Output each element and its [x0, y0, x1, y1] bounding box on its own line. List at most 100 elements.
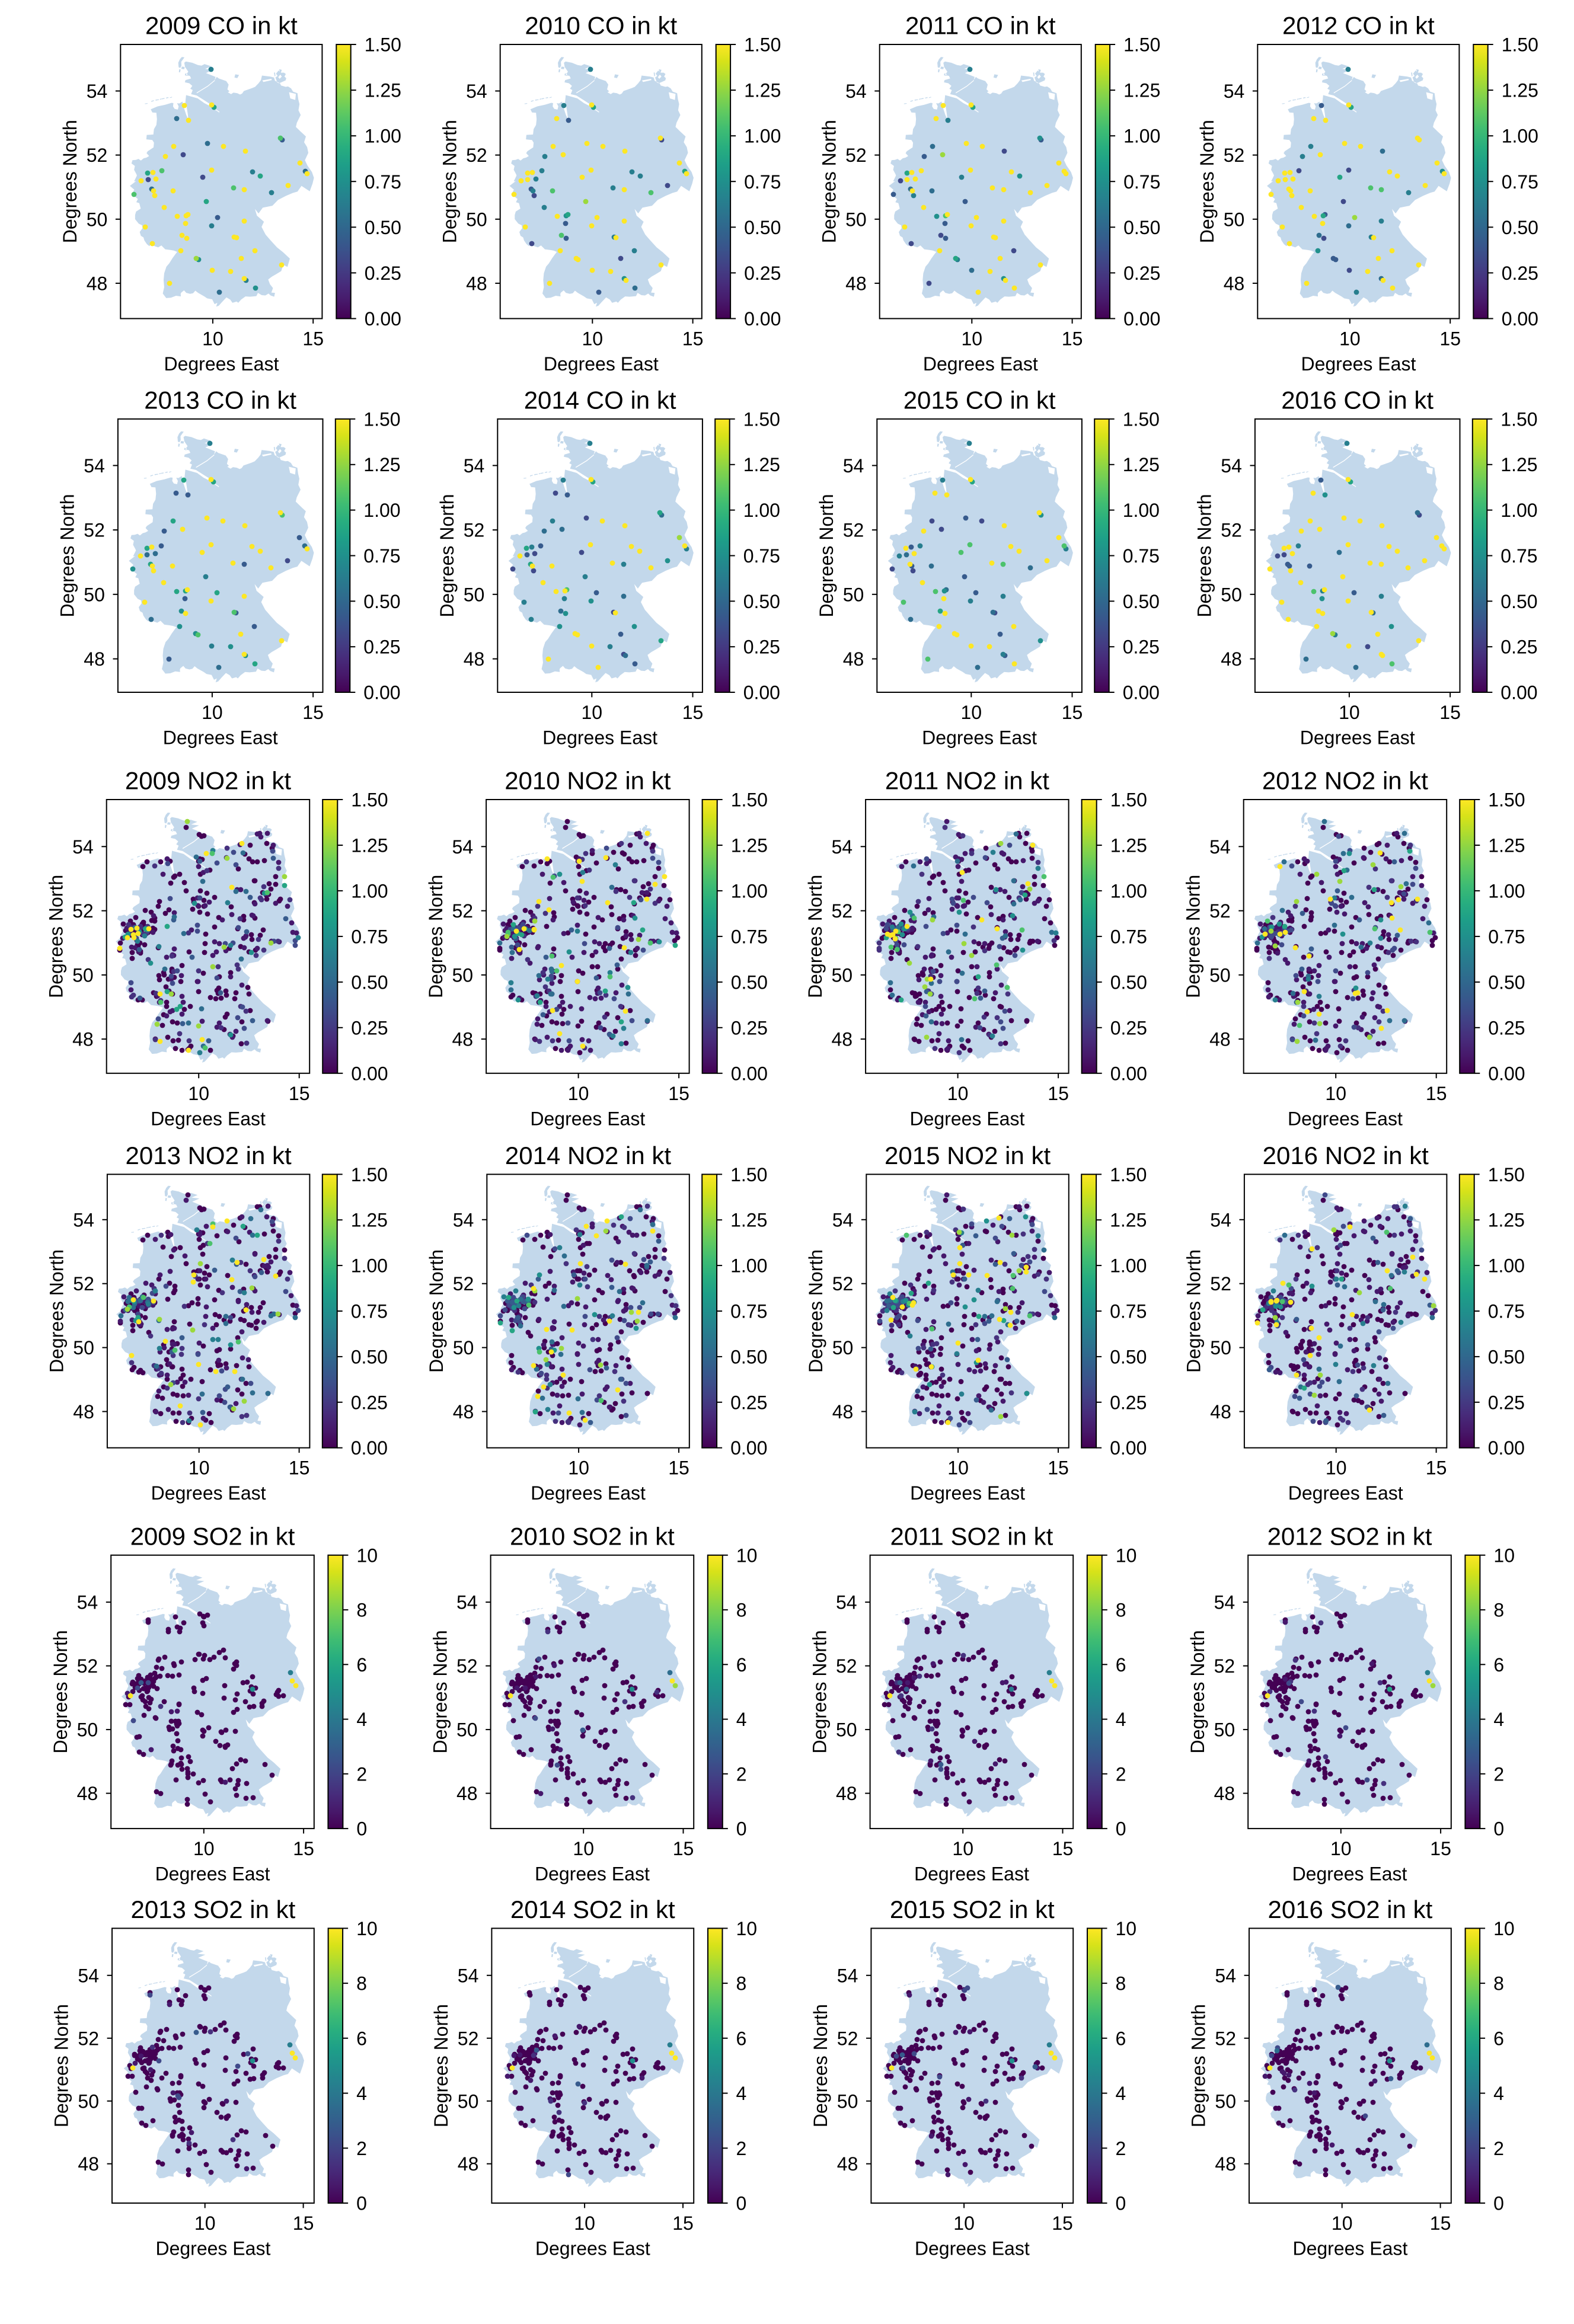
svg-text:Degrees East: Degrees East — [909, 1108, 1024, 1129]
svg-text:2009 NO2 in kt: 2009 NO2 in kt — [125, 767, 291, 795]
svg-text:0.75: 0.75 — [743, 545, 780, 567]
svg-text:15: 15 — [668, 1083, 689, 1104]
svg-text:52: 52 — [452, 900, 474, 922]
svg-text:1.00: 1.00 — [1123, 500, 1160, 521]
svg-text:54: 54 — [453, 1209, 474, 1230]
svg-text:Degrees North: Degrees North — [818, 120, 839, 243]
svg-text:0.75: 0.75 — [1500, 545, 1537, 567]
svg-text:Degrees North: Degrees North — [1182, 875, 1203, 998]
svg-text:0.25: 0.25 — [730, 1392, 767, 1413]
svg-text:15: 15 — [302, 702, 324, 723]
svg-text:1.50: 1.50 — [351, 789, 388, 811]
svg-text:1.50: 1.50 — [1500, 408, 1537, 430]
svg-text:Degrees North: Degrees North — [425, 875, 446, 998]
svg-text:1.25: 1.25 — [1500, 454, 1537, 475]
svg-text:0.75: 0.75 — [351, 926, 388, 947]
svg-text:0.25: 0.25 — [351, 1017, 388, 1038]
svg-text:0.00: 0.00 — [1123, 308, 1160, 330]
svg-text:52: 52 — [845, 145, 867, 166]
svg-text:2016 CO in kt: 2016 CO in kt — [1281, 386, 1433, 414]
svg-text:Degrees East: Degrees East — [910, 1482, 1025, 1504]
svg-text:1.25: 1.25 — [1110, 835, 1147, 856]
svg-text:54: 54 — [1221, 455, 1242, 477]
svg-text:0.25: 0.25 — [1488, 1017, 1525, 1038]
svg-text:50: 50 — [1210, 1337, 1231, 1358]
svg-text:Degrees East: Degrees East — [155, 1863, 270, 1885]
svg-text:15: 15 — [293, 1838, 314, 1859]
svg-text:50: 50 — [466, 209, 487, 230]
svg-text:10: 10 — [947, 1083, 969, 1104]
svg-text:0.50: 0.50 — [1123, 217, 1160, 238]
svg-text:Degrees East: Degrees East — [923, 353, 1038, 375]
svg-text:1.25: 1.25 — [365, 80, 401, 101]
svg-text:15: 15 — [673, 1838, 694, 1859]
svg-text:50: 50 — [453, 1337, 474, 1358]
svg-text:2015 NO2 in kt: 2015 NO2 in kt — [885, 1142, 1051, 1169]
svg-text:0.00: 0.00 — [363, 682, 400, 704]
svg-text:0.50: 0.50 — [1110, 971, 1147, 993]
svg-text:0.50: 0.50 — [363, 591, 400, 612]
svg-text:1.50: 1.50 — [1110, 1164, 1147, 1185]
svg-text:2015 CO in kt: 2015 CO in kt — [903, 386, 1056, 414]
svg-text:0.75: 0.75 — [363, 545, 400, 567]
svg-text:0.00: 0.00 — [351, 1437, 388, 1459]
svg-text:1.50: 1.50 — [351, 1164, 388, 1185]
svg-text:0.25: 0.25 — [744, 263, 781, 284]
svg-text:1.00: 1.00 — [1488, 880, 1525, 902]
svg-text:2016 NO2 in kt: 2016 NO2 in kt — [1263, 1142, 1429, 1169]
svg-text:15: 15 — [682, 328, 704, 350]
svg-text:0.50: 0.50 — [1500, 591, 1537, 612]
svg-text:Degrees North: Degrees North — [59, 120, 81, 243]
svg-text:Degrees North: Degrees North — [816, 494, 837, 617]
svg-text:54: 54 — [1224, 81, 1245, 102]
svg-text:52: 52 — [1209, 900, 1231, 922]
svg-text:2009 CO in kt: 2009 CO in kt — [145, 12, 298, 40]
svg-text:52: 52 — [1221, 520, 1242, 541]
svg-text:0.75: 0.75 — [731, 926, 768, 947]
svg-text:Degrees East: Degrees East — [544, 353, 659, 375]
svg-text:0.25: 0.25 — [1110, 1392, 1147, 1413]
svg-text:15: 15 — [668, 1457, 689, 1479]
svg-text:Degrees East: Degrees East — [164, 353, 279, 375]
svg-text:Degrees North: Degrees North — [50, 1630, 71, 1753]
svg-text:2011 NO2 in kt: 2011 NO2 in kt — [885, 767, 1049, 795]
svg-text:52: 52 — [464, 520, 485, 541]
svg-text:1.50: 1.50 — [365, 34, 401, 56]
svg-text:48: 48 — [1209, 1029, 1231, 1050]
svg-text:0.50: 0.50 — [730, 1346, 767, 1367]
svg-text:1.00: 1.00 — [1110, 1255, 1147, 1277]
svg-text:0.75: 0.75 — [1488, 1301, 1525, 1322]
svg-text:1.25: 1.25 — [351, 1210, 388, 1231]
svg-text:54: 54 — [456, 1592, 478, 1613]
svg-text:0.50: 0.50 — [1488, 1346, 1525, 1367]
svg-text:Degrees North: Degrees North — [436, 494, 458, 617]
svg-text:48: 48 — [84, 648, 105, 670]
svg-text:10: 10 — [1325, 1083, 1346, 1104]
svg-text:2011 CO in kt: 2011 CO in kt — [905, 12, 1056, 40]
svg-text:2014 CO in kt: 2014 CO in kt — [524, 386, 676, 414]
svg-text:0.75: 0.75 — [744, 171, 781, 193]
svg-text:10: 10 — [947, 1457, 969, 1479]
svg-text:1.25: 1.25 — [1488, 1210, 1525, 1231]
svg-text:8: 8 — [736, 1600, 747, 1621]
svg-text:0.75: 0.75 — [351, 1301, 388, 1322]
svg-text:1.00: 1.00 — [744, 126, 781, 147]
svg-text:15: 15 — [1062, 328, 1083, 350]
svg-text:Degrees East: Degrees East — [151, 1108, 266, 1129]
svg-text:10: 10 — [202, 328, 224, 350]
svg-text:50: 50 — [464, 584, 485, 605]
svg-text:52: 52 — [1210, 1273, 1231, 1294]
svg-text:1.50: 1.50 — [1488, 1164, 1525, 1185]
svg-text:1.25: 1.25 — [730, 1210, 767, 1231]
svg-text:Degrees North: Degrees North — [1183, 1249, 1205, 1373]
svg-text:1.25: 1.25 — [1110, 1210, 1147, 1231]
svg-text:Degrees North: Degrees North — [805, 1249, 826, 1373]
svg-text:0.25: 0.25 — [1110, 1017, 1147, 1038]
svg-text:48: 48 — [1210, 1401, 1231, 1422]
svg-text:54: 54 — [845, 81, 867, 102]
svg-text:54: 54 — [464, 455, 485, 477]
svg-text:1.50: 1.50 — [363, 408, 400, 430]
svg-text:Degrees East: Degrees East — [1288, 1108, 1403, 1129]
svg-text:48: 48 — [77, 1783, 98, 1804]
svg-text:1.25: 1.25 — [1123, 454, 1160, 475]
